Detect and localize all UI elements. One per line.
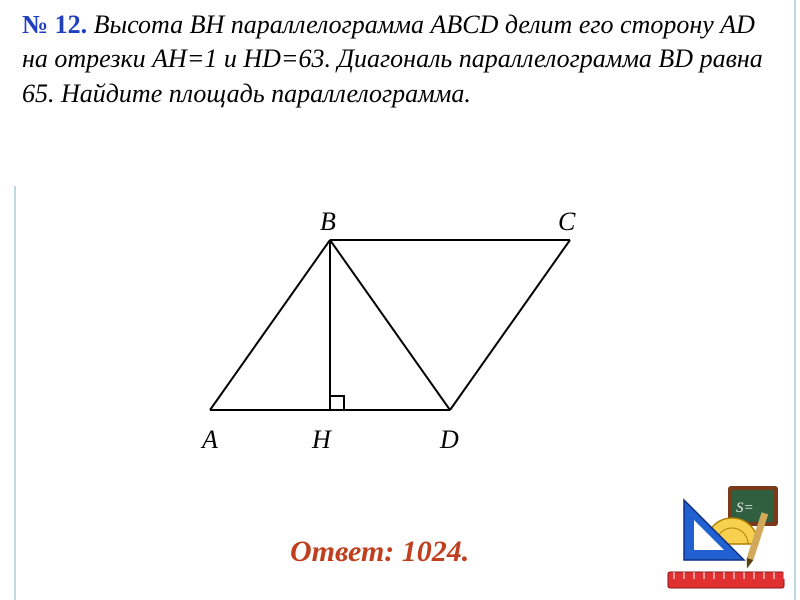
problem-number: № 12. [22, 10, 87, 39]
slide-border-right [794, 0, 796, 600]
answer-line: Ответ: 1024. [290, 535, 469, 569]
geometry-diagram: A H D B C [180, 190, 600, 460]
problem-text: Высота BH параллелограмма ABCD делит его… [22, 10, 763, 108]
answer-label: Ответ: [290, 535, 394, 568]
svg-text:B: B [320, 207, 336, 236]
svg-text:C: C [558, 207, 576, 236]
math-tools-icon: S= [666, 482, 786, 592]
slide-border-left [14, 186, 16, 600]
answer-value: 1024. [402, 535, 470, 568]
svg-text:A: A [200, 425, 218, 454]
problem-statement: № 12. Высота BH параллелограмма ABCD дел… [22, 8, 770, 111]
svg-text:D: D [439, 425, 459, 454]
svg-text:S=: S= [736, 500, 754, 516]
svg-text:H: H [311, 425, 332, 454]
